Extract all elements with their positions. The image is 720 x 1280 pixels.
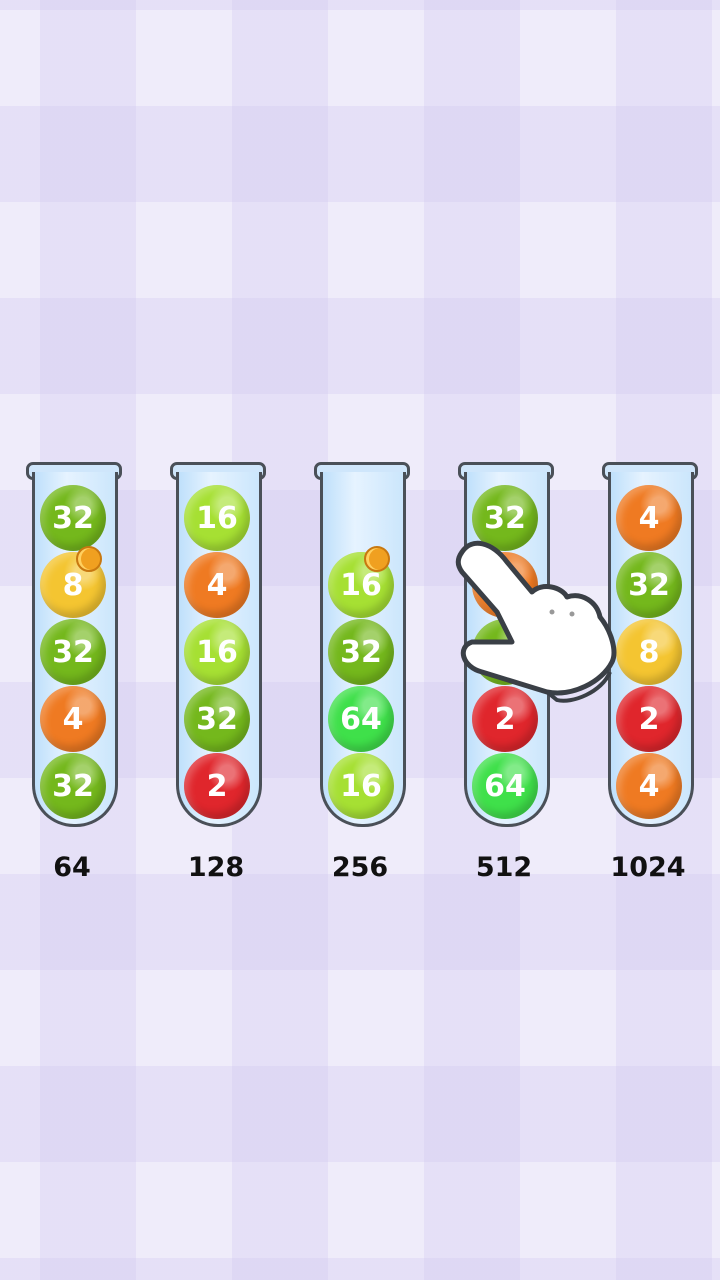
ball[interactable]: 4 (184, 552, 250, 618)
ball-value: 32 (484, 500, 526, 536)
tube-3[interactable]: 16 32 64 16 (314, 462, 410, 830)
coin-icon (364, 546, 390, 572)
ball-value: 4 (638, 500, 660, 536)
ball-value: 8 (638, 634, 660, 670)
ball[interactable]: 32 (184, 686, 250, 752)
coin-icon (76, 546, 102, 572)
tube-target-label: 256 (331, 852, 389, 883)
ball-value: 16 (340, 567, 382, 603)
ball[interactable]: 16 (328, 753, 394, 819)
ball[interactable]: 2 (472, 686, 538, 752)
ball-value: 16 (340, 768, 382, 804)
pointing-hand-icon (455, 540, 617, 703)
ball[interactable]: 32 (328, 619, 394, 685)
ball-value: 32 (52, 500, 94, 536)
tube-target-label: 512 (475, 852, 533, 883)
ball-value: 4 (206, 567, 228, 603)
ball[interactable]: 2 (616, 686, 682, 752)
tube-5[interactable]: 4 32 8 2 4 (602, 462, 698, 830)
ball[interactable]: 16 (328, 546, 394, 618)
ball[interactable]: 64 (472, 753, 538, 819)
ball-value: 32 (196, 701, 238, 737)
ball-value: 2 (638, 701, 660, 737)
ball-value: 2 (494, 701, 516, 737)
tube-1[interactable]: 32 8 32 4 32 (26, 462, 122, 830)
ball-value: 16 (196, 634, 238, 670)
ball-value: 4 (62, 701, 84, 737)
ball-value: 64 (340, 701, 382, 737)
ball[interactable]: 8 (616, 619, 682, 685)
ball[interactable]: 16 (184, 485, 250, 551)
ball[interactable]: 2 (184, 753, 250, 819)
ball[interactable]: 16 (184, 619, 250, 685)
ball-value: 16 (196, 500, 238, 536)
ball[interactable]: 4 (616, 485, 682, 551)
ball[interactable]: 32 (40, 753, 106, 819)
ball-value: 32 (340, 634, 382, 670)
ball[interactable]: 32 (40, 485, 106, 551)
ball[interactable]: 32 (40, 619, 106, 685)
ball[interactable]: 4 (40, 686, 106, 752)
ball-value: 2 (206, 768, 228, 804)
ball[interactable]: 32 (472, 485, 538, 551)
ball-value: 64 (484, 768, 526, 804)
ball-value: 8 (62, 567, 84, 603)
ball[interactable]: 8 (40, 546, 106, 618)
tube-target-label: 1024 (610, 852, 686, 883)
tube-target-label: 64 (53, 852, 91, 883)
ball-value: 32 (628, 567, 670, 603)
ball[interactable]: 64 (328, 686, 394, 752)
ball[interactable]: 32 (616, 552, 682, 618)
ball-value: 32 (52, 768, 94, 804)
ball-value: 32 (52, 634, 94, 670)
tube-2[interactable]: 16 4 16 32 2 (170, 462, 266, 830)
tube-target-label: 128 (187, 852, 245, 883)
ball[interactable]: 4 (616, 753, 682, 819)
ball-value: 4 (638, 768, 660, 804)
